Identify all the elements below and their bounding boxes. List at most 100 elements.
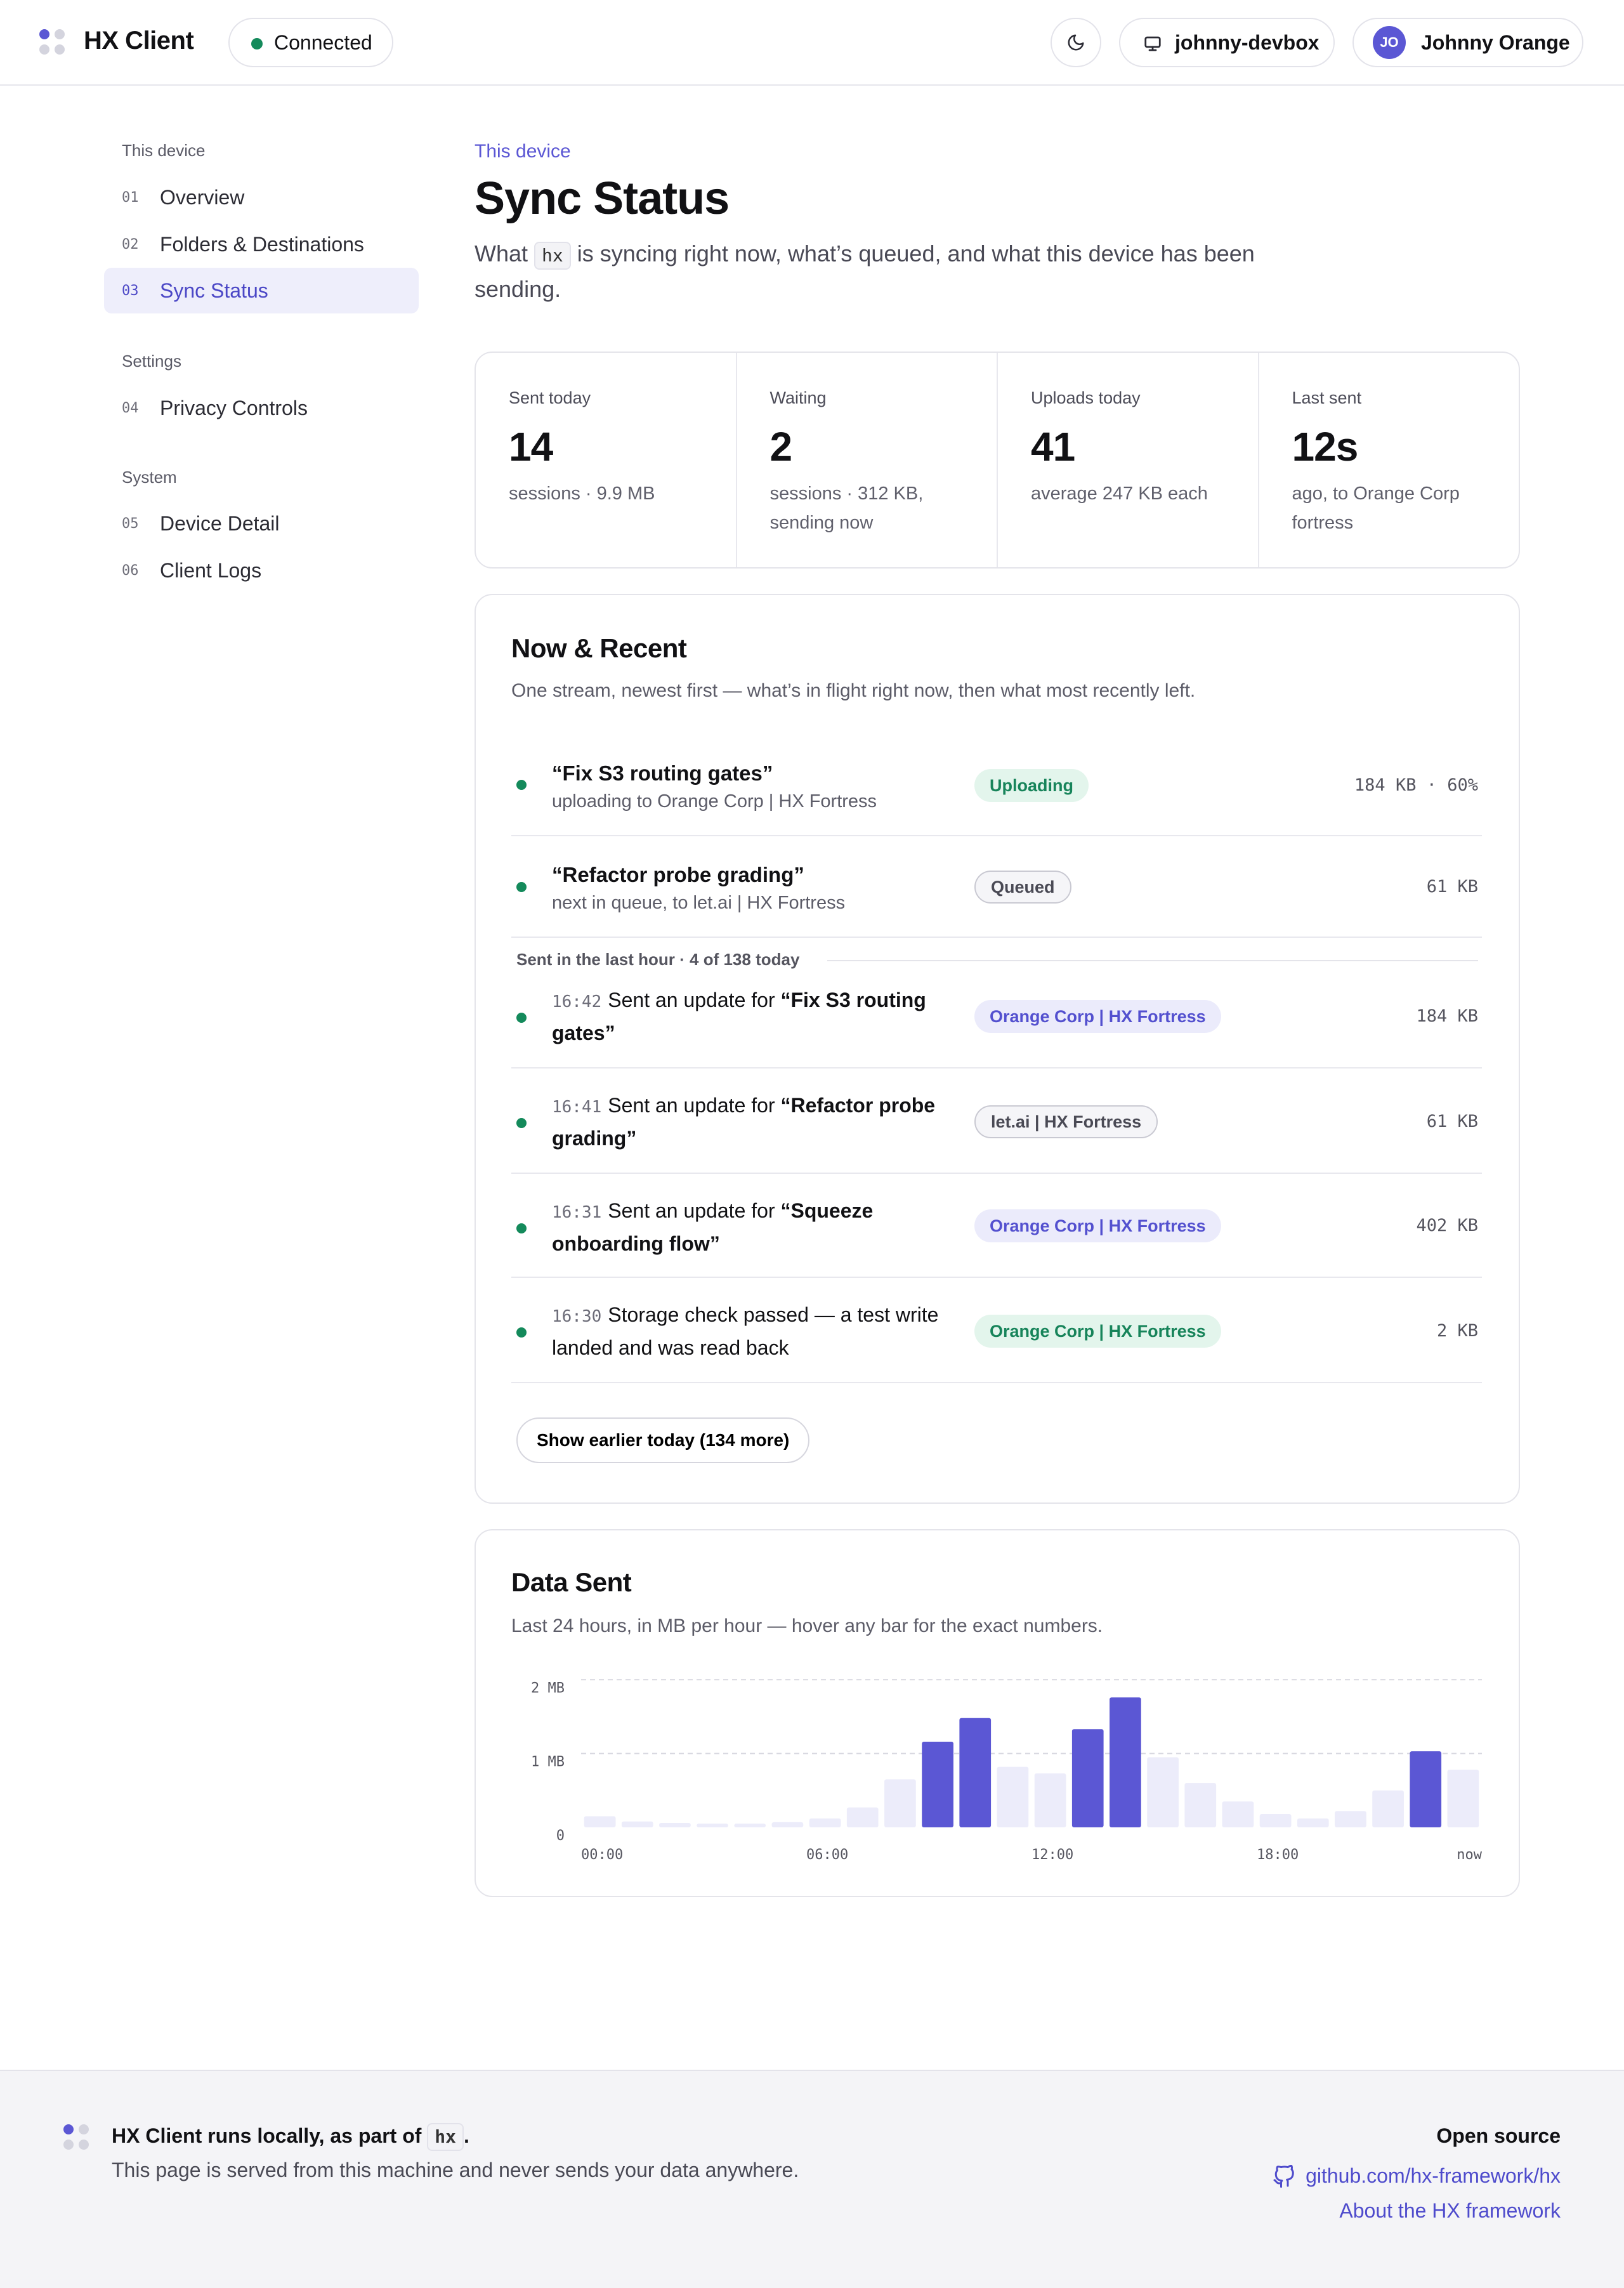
item-name: “Refactor probe grading”	[552, 1094, 936, 1150]
theme-toggle-button[interactable]	[1051, 18, 1101, 67]
item-time: 16:41	[552, 1098, 602, 1117]
item-subtitle: uploading to Orange Corp | HX Fortress	[552, 791, 877, 812]
item-text: Storage check passed — a test write land…	[552, 1303, 939, 1359]
status-dot-icon	[516, 780, 527, 790]
chart-bar[interactable]	[1034, 1773, 1066, 1827]
footer-privacy-note: This page is served from this machine an…	[112, 2159, 799, 2181]
list-item[interactable]: 16:30 Storage check passed — a test write…	[511, 1278, 1482, 1383]
chart-x-tick-label: 06:00	[806, 1847, 848, 1863]
user-menu-button[interactable]: JO Johnny Orange	[1352, 18, 1583, 67]
status-badge: Queued	[974, 871, 1071, 904]
item-title: “Fix S3 routing gates”	[552, 761, 773, 785]
item-name: “Fix S3 routing gates”	[552, 989, 926, 1044]
sidebar-item-overview[interactable]: 01 Overview	[104, 174, 419, 220]
device-name: johnny-devbox	[1175, 30, 1320, 54]
chart-bar[interactable]	[621, 1821, 653, 1827]
status-dot-icon	[251, 38, 263, 49]
chart-x-tick-label: 12:00	[1031, 1847, 1073, 1863]
section-divider-label: Sent in the last hour · 4 of 138 today	[516, 950, 800, 969]
chart-bar[interactable]	[1184, 1783, 1217, 1827]
sidebar-item-client-logs[interactable]: 06 Client Logs	[104, 548, 419, 593]
intro-code: hx	[534, 242, 571, 270]
chart-bar[interactable]	[809, 1818, 841, 1827]
stat-value: 41	[1031, 424, 1075, 470]
chart-x-tick-label: 00:00	[581, 1847, 623, 1863]
chart-bar[interactable]	[1147, 1757, 1179, 1827]
item-subtitle: next in queue, to let.ai | HX Fortress	[552, 893, 846, 913]
footer-note: HX Client runs locally, as part of hx.	[112, 2123, 469, 2151]
chart-bar[interactable]	[1071, 1729, 1104, 1827]
stat-value: 2	[769, 424, 793, 470]
sidebar-group-label: System	[122, 468, 177, 487]
avatar: JO	[1373, 26, 1406, 59]
list-item[interactable]: 16:41 Sent an update for “Refactor probe …	[511, 1068, 1482, 1174]
chart-bar[interactable]	[659, 1823, 691, 1827]
nav-number: 02	[122, 236, 139, 253]
section-divider	[827, 960, 1478, 961]
status-badge: Uploading	[974, 769, 1089, 802]
intro-text: What	[475, 240, 528, 266]
intro-text: is syncing right now, what’s queued, and…	[475, 240, 1255, 302]
nav-label: Device Detail	[160, 511, 280, 535]
chart-bar[interactable]	[1297, 1818, 1329, 1827]
chart-bar[interactable]	[1410, 1751, 1442, 1827]
about-link[interactable]: About the HX framework	[1339, 2199, 1561, 2222]
item-size: 61 KB	[1426, 1112, 1478, 1131]
chart-y-tick-label: 0	[556, 1828, 565, 1844]
item-time: 16:30	[552, 1307, 602, 1326]
card-title: Now & Recent	[511, 633, 687, 663]
page-intro: What hx is syncing right now, what’s que…	[475, 236, 1312, 307]
stat-value: 14	[509, 424, 553, 470]
chart-bar[interactable]	[1335, 1811, 1366, 1827]
chart-bar[interactable]	[1110, 1697, 1141, 1827]
list-item[interactable]: “Refactor probe grading” next in queue, …	[511, 836, 1482, 938]
connection-status-badge: Connected	[228, 18, 393, 67]
nav-label: Privacy Controls	[160, 396, 308, 419]
chart-bar[interactable]	[771, 1822, 804, 1827]
chart-bar[interactable]	[1447, 1770, 1479, 1827]
data-sent-card: Data Sent Last 24 hours, in MB per hour …	[475, 1529, 1520, 1897]
chart-bar[interactable]	[584, 1816, 616, 1827]
chart-bar[interactable]	[959, 1718, 992, 1827]
chart-bar[interactable]	[846, 1807, 879, 1827]
chart-bar[interactable]	[884, 1779, 916, 1827]
chart-bar[interactable]	[997, 1766, 1029, 1827]
item-size: 61 KB	[1426, 877, 1478, 897]
chart-bar[interactable]	[1372, 1790, 1404, 1827]
chart-bar[interactable]	[922, 1742, 953, 1827]
nav-number: 04	[122, 400, 139, 416]
stat-sent-today: Sent today 14 sessions · 9.9 MB	[476, 353, 737, 567]
stat-label: Sent today	[509, 388, 591, 407]
sidebar-item-privacy-controls[interactable]: 04 Privacy Controls	[104, 385, 419, 431]
nav-number: 05	[122, 515, 139, 532]
list-item[interactable]: 16:42 Sent an update for “Fix S3 routing …	[511, 963, 1482, 1068]
recent-activity-card: Now & Recent One stream, newest first — …	[475, 594, 1520, 1504]
nav-label: Sync Status	[160, 279, 268, 302]
brand-name: HX Client	[84, 27, 194, 55]
sidebar-item-sync-status[interactable]: 03 Sync Status	[104, 268, 419, 313]
item-time: 16:42	[552, 992, 602, 1011]
repo-link[interactable]: github.com/hx-framework/hx	[1273, 2164, 1561, 2188]
show-earlier-button[interactable]: Show earlier today (134 more)	[516, 1417, 810, 1463]
chart-bar[interactable]	[697, 1824, 728, 1827]
chart-y-tick-label: 2 MB	[531, 1680, 565, 1696]
nav-number: 06	[122, 562, 139, 579]
chart-bar[interactable]	[1222, 1801, 1254, 1827]
item-time: 16:31	[552, 1203, 602, 1222]
device-selector-button[interactable]: johnny-devbox	[1119, 18, 1335, 67]
sidebar-item-device-detail[interactable]: 05 Device Detail	[104, 501, 419, 546]
list-item[interactable]: 16:31 Sent an update for “Squeeze onboard…	[511, 1174, 1482, 1278]
sidebar-item-folders-destinations[interactable]: 02 Folders & Destinations	[104, 221, 419, 267]
stat-label: Last sent	[1292, 388, 1362, 407]
item-text: Sent an update for	[608, 989, 775, 1011]
stats-card: Sent today 14 sessions · 9.9 MB Waiting …	[475, 352, 1520, 569]
sidebar-group-label: This device	[122, 141, 206, 160]
nav-label: Client Logs	[160, 558, 262, 582]
stat-uploads-today: Uploads today 41 average 247 KB each	[998, 353, 1259, 567]
chart-bar[interactable]	[734, 1824, 766, 1827]
chart-bar[interactable]	[1259, 1814, 1292, 1827]
item-size: 184 KB · 60%	[1354, 775, 1478, 795]
page-eyebrow: This device	[475, 141, 571, 162]
nav-label: Overview	[160, 185, 245, 209]
list-item[interactable]: “Fix S3 routing gates” uploading to Oran…	[511, 735, 1482, 836]
